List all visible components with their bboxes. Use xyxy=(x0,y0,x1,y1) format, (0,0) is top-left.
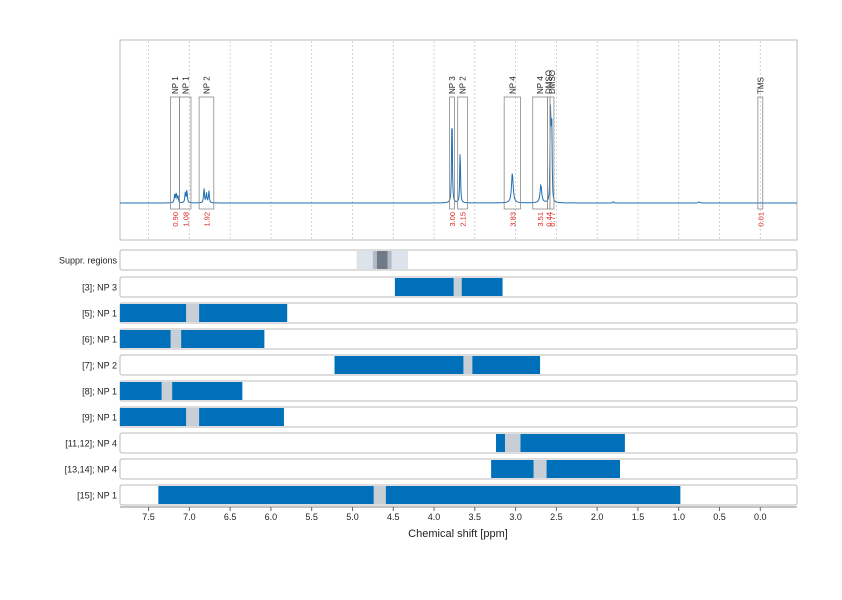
peak-group-label: NP 2 xyxy=(459,76,468,94)
row-frame xyxy=(119,432,798,454)
x-tick-label: 0.5 xyxy=(713,512,726,522)
x-tick-label: 7.0 xyxy=(183,512,196,522)
spectrum-trace xyxy=(120,104,797,204)
peak-group-label: NP 4 xyxy=(508,76,517,94)
integral-label: 0.77 xyxy=(548,212,557,227)
row-bar xyxy=(491,460,621,478)
peak-group-box xyxy=(549,96,555,210)
suppression-panel: Suppr. regions xyxy=(59,249,798,271)
x-tick-label: 2.0 xyxy=(591,512,604,522)
integral-label: 3.51 xyxy=(536,212,545,227)
row-bar xyxy=(158,486,681,504)
row-label: [11,12]; NP 4 xyxy=(65,439,117,449)
peak-group-label: DMSO xyxy=(548,70,557,94)
row-panel: [9]; NP 1 xyxy=(82,406,798,428)
suppression-frame xyxy=(119,249,798,271)
row-panel: [13,14]; NP 4 xyxy=(65,458,798,480)
x-tick-label: 1.5 xyxy=(632,512,645,522)
row-panel: [5]; NP 1 xyxy=(82,302,798,324)
peak-group-box xyxy=(179,96,192,210)
row-bar xyxy=(334,356,541,374)
row-gap xyxy=(533,460,547,478)
spectrum-frame xyxy=(119,39,798,241)
x-tick-label: 3.0 xyxy=(509,512,522,522)
row-panel: [8]; NP 1 xyxy=(82,380,798,402)
integral-label: 1.08 xyxy=(181,212,190,227)
peak-group-label: DMSO xyxy=(545,70,554,94)
integral-label: 1.92 xyxy=(202,212,211,227)
row-bar xyxy=(120,304,288,322)
integral-label: 3.00 xyxy=(448,212,457,227)
peak-group-box xyxy=(757,96,764,210)
x-axis: 7.5 7.0 6.5 6.0 5.5 5.0 4.5 4.0 3.5 3.0 2.5 2.0 1.5 1… xyxy=(120,506,797,522)
row-label: [3]; NP 3 xyxy=(82,283,117,293)
row-bar xyxy=(496,434,625,452)
row-frame xyxy=(119,458,798,480)
peak-group-box xyxy=(457,96,468,210)
row-gap xyxy=(453,278,462,296)
peak-group-label: NP 2 xyxy=(202,76,211,94)
integral-label: 0.44 xyxy=(545,212,554,227)
row-gap xyxy=(463,356,473,374)
peak-group-box xyxy=(449,96,455,210)
row-gap xyxy=(504,434,521,452)
integral-label: 2.15 xyxy=(459,212,468,227)
x-tick-label: 4.5 xyxy=(387,512,400,522)
peak-group-label: NP 1 xyxy=(171,76,180,94)
suppression-label: Suppr. regions xyxy=(59,256,118,266)
x-tick-label: 4.0 xyxy=(428,512,441,522)
row-label: [13,14]; NP 4 xyxy=(65,465,117,475)
x-tick-label: 0.0 xyxy=(754,512,767,522)
row-panel: [6]; NP 1 xyxy=(82,328,798,350)
row-gap xyxy=(161,382,173,400)
peak-group-label: NP 1 xyxy=(181,76,190,94)
x-tick-label: 2.5 xyxy=(550,512,563,522)
row-gap xyxy=(186,408,200,426)
x-tick-label: 6.0 xyxy=(265,512,278,522)
row-gap xyxy=(170,330,182,348)
row-bar xyxy=(120,330,265,348)
x-tick-label: 7.5 xyxy=(142,512,155,522)
row-bar xyxy=(120,382,243,400)
peak-group-box xyxy=(503,96,521,210)
peak-group-label: NP 4 xyxy=(536,76,545,94)
row-label: [8]; NP 1 xyxy=(82,387,117,397)
x-tick-label: 3.5 xyxy=(469,512,482,522)
row-panel: [3]; NP 3 xyxy=(82,276,798,298)
row-label: [5]; NP 1 xyxy=(82,309,117,319)
integral-label: 3.83 xyxy=(508,212,517,227)
row-label: [7]; NP 2 xyxy=(82,361,117,371)
suppression-band xyxy=(376,251,388,269)
x-tick-label: 6.5 xyxy=(224,512,237,522)
x-tick-label: 5.5 xyxy=(305,512,318,522)
peak-group-label: TMS xyxy=(756,77,765,94)
x-axis-label: Chemical shift [ppm] xyxy=(408,528,508,540)
row-label: [6]; NP 1 xyxy=(82,335,117,345)
x-tick-label: 1.0 xyxy=(672,512,685,522)
row-gap xyxy=(373,486,386,504)
integral-label: 0.01 xyxy=(756,212,765,227)
peak-group-box xyxy=(198,96,215,210)
row-bar xyxy=(120,408,284,426)
row-label: [9]; NP 1 xyxy=(82,413,117,423)
spectrum-panel: NP 1 0.90 NP 1 1.08 NP 2 1.92 NP 3 3.00 NP 2 2.15… xyxy=(119,39,798,241)
row-panel: [15]; NP 1 xyxy=(77,484,798,506)
row-panel: [7]; NP 2 xyxy=(82,354,798,376)
x-tick-label: 5.0 xyxy=(346,512,359,522)
row-bar xyxy=(394,278,503,296)
row-label: [15]; NP 1 xyxy=(77,491,117,501)
row-gap xyxy=(186,304,200,322)
integral-label: 0.90 xyxy=(171,212,180,227)
peak-group-label: NP 3 xyxy=(448,76,457,94)
row-panel: [11,12]; NP 4 xyxy=(65,432,798,454)
assignment-rows: [3]; NP 3 [5]; NP 1 [6]; NP 1 [7]; NP 2 [8];… xyxy=(65,276,798,506)
